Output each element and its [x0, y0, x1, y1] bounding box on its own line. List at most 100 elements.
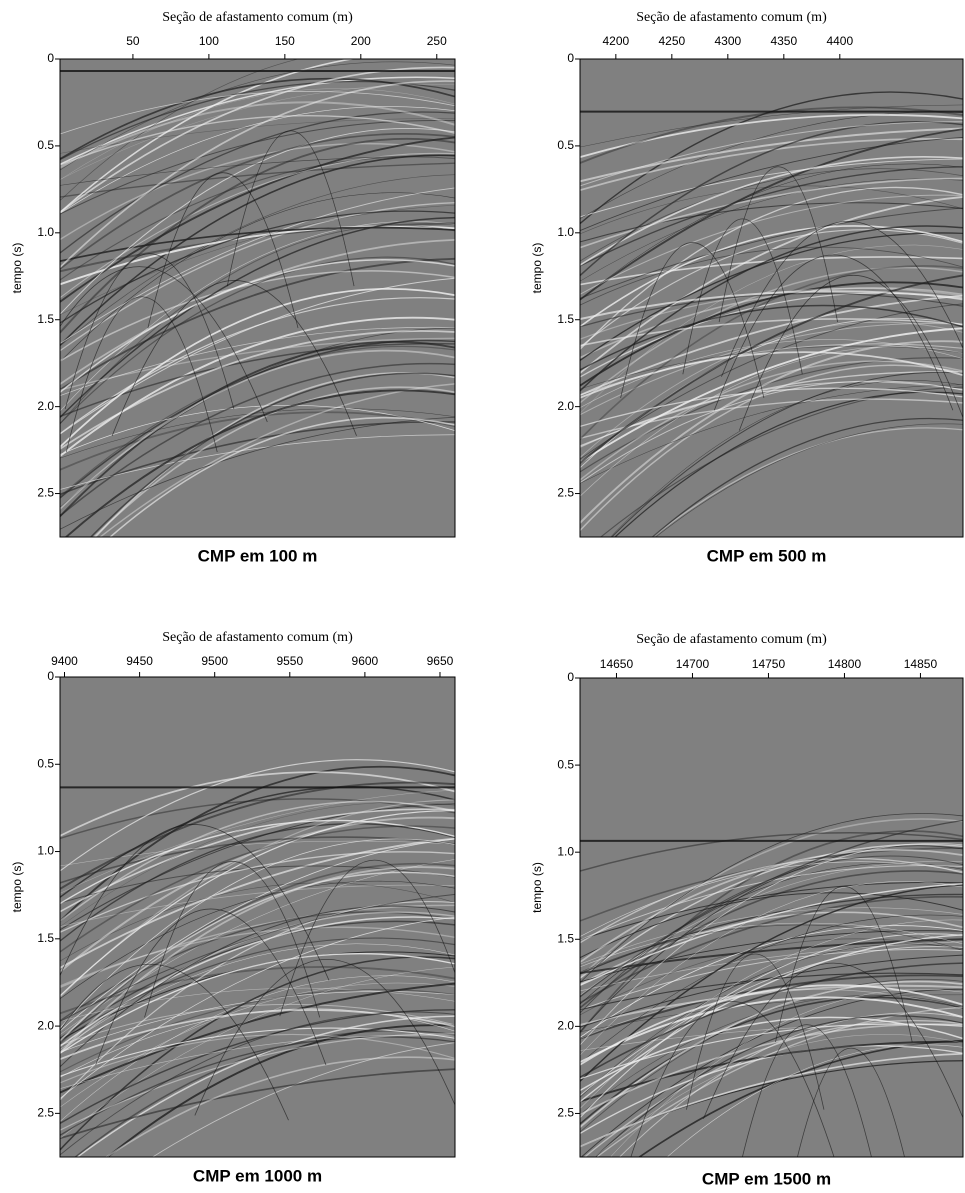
reflector [60, 187, 455, 345]
x-axis-label: Seção de afastamento comum (m) [162, 10, 353, 25]
reflector [580, 984, 963, 1026]
reflector [580, 881, 963, 941]
reflector [580, 318, 963, 347]
x-tick-label: 50 [126, 34, 140, 48]
reflector [76, 1015, 455, 1157]
reflector [60, 340, 455, 518]
seismic-texture [580, 91, 963, 537]
reflector [580, 327, 963, 464]
x-tick-label: 14800 [828, 657, 862, 671]
x-tick-label: 200 [351, 34, 371, 48]
y-axis-label: tempo (s) [10, 862, 24, 913]
y-tick-label: 0.5 [557, 757, 574, 771]
reflector [580, 914, 963, 1064]
reflector [580, 266, 963, 404]
reflector [60, 411, 455, 471]
reflector [151, 1042, 455, 1157]
diffraction [279, 860, 455, 1017]
reflector [60, 1009, 455, 1124]
reflector [60, 133, 455, 270]
plot-frame [579, 58, 964, 538]
reflector [60, 901, 455, 1101]
reflector [60, 225, 455, 286]
reflector [60, 77, 455, 160]
reflector [60, 865, 455, 904]
diffraction [630, 1001, 835, 1157]
panel: 4200 4250 4300 4350 4400 0 0.5 1.0 1.5 2.0 2.5 Seçã… [530, 10, 964, 565]
reflector [89, 372, 455, 537]
plot-frame [59, 58, 456, 538]
reflector [60, 819, 455, 905]
reflector [60, 816, 455, 973]
reflector [60, 838, 455, 1029]
reflector [580, 156, 963, 266]
reflector [60, 80, 455, 269]
diffraction [718, 166, 839, 323]
reflector [64, 389, 455, 537]
reflector [580, 357, 963, 473]
reflector [580, 949, 963, 1011]
reflector [60, 205, 455, 315]
reflector [60, 937, 455, 1042]
reflector [580, 292, 963, 328]
reflector [610, 380, 963, 537]
reflector [580, 202, 963, 243]
reflector [580, 994, 963, 1033]
reflector [60, 866, 455, 1054]
x-axis-label: Seção de afastamento comum (m) [162, 630, 353, 645]
reflector [60, 838, 455, 1032]
reflector [60, 404, 455, 455]
reflector [580, 857, 963, 944]
diffraction [721, 220, 963, 377]
reflector [580, 387, 963, 428]
reflector [60, 101, 455, 169]
diffraction [60, 266, 268, 423]
reflector [580, 919, 963, 1109]
x-axis-label: Seção de afastamento comum (m) [636, 10, 827, 25]
panel: 14650 14700 14750 14800 14850 0 0.5 1.0 1.5 2.0 2.… [530, 632, 964, 1188]
diffraction [60, 824, 330, 981]
y-tick-label: 2.5 [557, 486, 574, 500]
reflector [60, 156, 455, 281]
reflector [580, 345, 963, 390]
reflector [580, 166, 963, 267]
reflector [580, 178, 963, 282]
reflector [580, 1040, 963, 1103]
reflector [60, 966, 455, 1139]
x-tick-label: 9400 [51, 654, 78, 668]
reflector [580, 881, 963, 1056]
reflector [60, 859, 455, 1035]
y-tick-label: 1.5 [557, 312, 574, 326]
reflector [60, 326, 455, 397]
y-tick-label: 0 [47, 51, 54, 65]
y-tick-label: 2.0 [37, 1018, 54, 1032]
reflector [60, 162, 455, 198]
reflector [60, 982, 455, 1094]
reflector [60, 966, 455, 1015]
reflector [60, 800, 455, 922]
diffraction [64, 253, 235, 410]
diffraction [60, 963, 289, 1121]
reflector [614, 391, 963, 537]
reflector [60, 926, 455, 987]
reflector [580, 819, 963, 998]
reflector [60, 801, 455, 927]
reflector [580, 121, 963, 277]
seismic-texture [60, 759, 455, 1157]
reflector [60, 114, 455, 166]
y-tick-label: 1.5 [557, 931, 574, 945]
y-tick-label: 1.0 [557, 844, 574, 858]
reflector [580, 883, 963, 986]
y-tick-label: 2.0 [37, 399, 54, 413]
reflector [60, 174, 455, 347]
reflector [594, 1033, 963, 1157]
y-tick-label: 0.5 [37, 138, 54, 152]
seismic-texture [580, 813, 963, 1157]
reflector [60, 128, 455, 315]
reflector [580, 232, 963, 361]
reflector [580, 974, 963, 1040]
y-tick-label: 2.5 [37, 486, 54, 500]
diffraction [713, 254, 954, 411]
reflector [60, 257, 455, 391]
reflector [60, 1068, 455, 1140]
